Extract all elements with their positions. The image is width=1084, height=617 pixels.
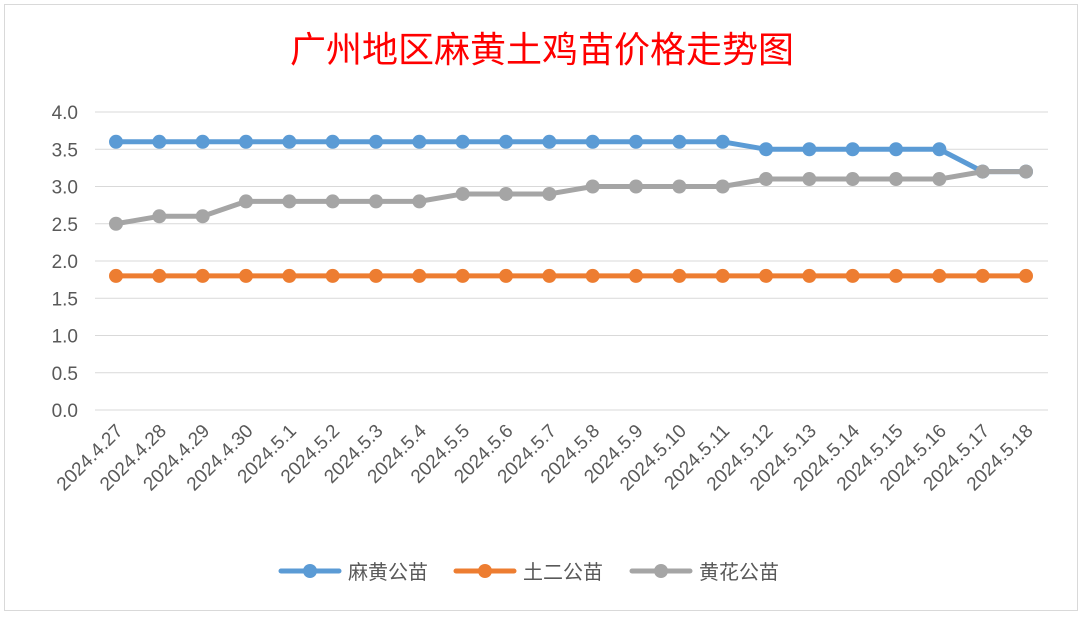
data-point — [499, 134, 513, 149]
data-point — [152, 209, 167, 224]
data-point — [715, 268, 730, 283]
data-point — [1019, 268, 1033, 283]
data-point — [282, 134, 297, 149]
data-point — [195, 209, 210, 224]
data-point — [369, 268, 383, 283]
data-point — [889, 142, 903, 157]
data-point — [152, 268, 167, 283]
data-point — [109, 268, 123, 283]
data-point — [629, 179, 643, 194]
data-point — [889, 268, 903, 283]
data-point — [499, 186, 513, 201]
y-tick-label: 1.0 — [52, 327, 78, 348]
data-point — [845, 268, 860, 283]
data-point — [759, 142, 773, 157]
data-point — [932, 142, 947, 157]
data-point — [975, 268, 990, 283]
legend-swatch-marker — [654, 564, 668, 578]
data-point — [672, 268, 687, 283]
data-point — [672, 179, 687, 194]
data-point — [715, 134, 730, 149]
series-2 — [109, 268, 1033, 283]
legend-item: 黄花公苗 — [629, 560, 779, 584]
data-point — [759, 172, 773, 187]
y-tick-label: 1.5 — [52, 289, 78, 310]
data-point — [455, 186, 470, 201]
legend-swatch-marker — [478, 564, 492, 578]
y-tick-label: 2.5 — [52, 215, 78, 236]
legend-item: 麻黄公苗 — [278, 560, 428, 584]
data-point — [975, 164, 990, 179]
legend-label: 麻黄公苗 — [348, 560, 428, 584]
y-tick-label: 0.0 — [52, 401, 78, 422]
data-point — [629, 268, 643, 283]
data-point — [845, 172, 860, 187]
data-point — [759, 268, 773, 283]
y-tick-label: 0.5 — [52, 364, 78, 385]
data-point — [889, 172, 903, 187]
data-point — [585, 268, 600, 283]
y-tick-label: 4.0 — [52, 103, 78, 124]
y-axis-ticks: 0.0 0.5 1.0 1.5 2.0 2.5 3.0 3.5 4.0 — [52, 103, 78, 422]
data-point — [455, 268, 470, 283]
series-1 — [109, 134, 1033, 179]
y-tick-label: 2.0 — [52, 252, 78, 273]
data-point — [325, 268, 340, 283]
series-line — [113, 169, 1029, 227]
data-point — [369, 194, 383, 209]
legend-swatch-marker — [303, 564, 317, 578]
legend: 麻黄公苗 土二公苗 黄花公苗 — [278, 560, 779, 584]
legend-label: 土二公苗 — [523, 560, 603, 584]
data-point — [802, 172, 817, 187]
data-point — [152, 134, 167, 149]
y-tick-label: 3.5 — [52, 140, 78, 161]
data-point — [325, 134, 340, 149]
data-point — [109, 216, 123, 231]
chart-title: 广州地区麻黄土鸡苗价格走势图 — [290, 30, 794, 71]
data-point — [325, 194, 340, 209]
data-point — [629, 134, 643, 149]
data-point — [932, 172, 947, 187]
series-3 — [109, 164, 1033, 231]
data-point — [412, 268, 427, 283]
data-point — [282, 268, 297, 283]
data-point — [369, 134, 383, 149]
chart-frame — [4, 4, 1078, 611]
data-point — [715, 179, 730, 194]
x-axis-ticks: 2024.4.272024.4.282024.4.292024.4.302024… — [53, 420, 1038, 495]
data-point — [239, 194, 253, 209]
data-point — [282, 194, 297, 209]
data-point — [585, 179, 600, 194]
legend-item: 土二公苗 — [453, 560, 603, 584]
series-lines — [109, 134, 1033, 283]
data-point — [845, 142, 860, 157]
data-point — [802, 268, 817, 283]
y-tick-label: 3.0 — [52, 178, 78, 199]
data-point — [1019, 164, 1033, 179]
data-point — [239, 268, 253, 283]
data-point — [542, 134, 557, 149]
data-point — [412, 194, 427, 209]
data-point — [455, 134, 470, 149]
series-line — [113, 139, 1029, 175]
grid — [95, 111, 1048, 411]
data-point — [542, 268, 557, 283]
data-point — [542, 186, 557, 201]
data-point — [585, 134, 600, 149]
data-point — [195, 268, 210, 283]
data-point — [499, 268, 513, 283]
data-point — [412, 134, 427, 149]
data-point — [672, 134, 687, 149]
data-point — [239, 134, 253, 149]
legend-label: 黄花公苗 — [699, 560, 779, 584]
data-point — [802, 142, 817, 157]
data-point — [109, 134, 123, 149]
data-point — [195, 134, 210, 149]
data-point — [932, 268, 947, 283]
